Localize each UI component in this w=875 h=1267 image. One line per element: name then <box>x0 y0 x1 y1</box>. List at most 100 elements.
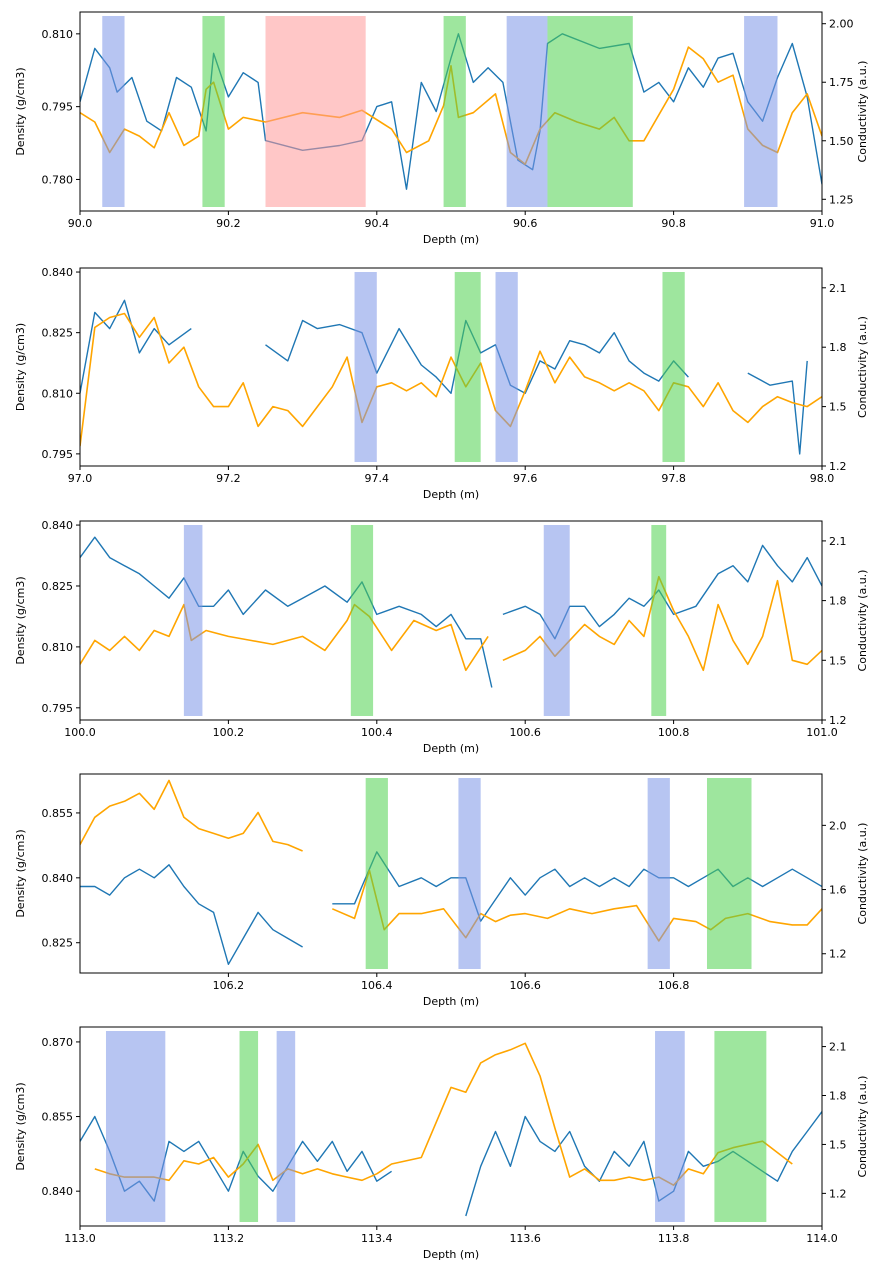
x-tick-label: 91.0 <box>810 217 835 230</box>
y-tick-label: 0.780 <box>42 173 74 186</box>
x-tick-label: 100.8 <box>658 726 690 739</box>
plot-frame <box>79 773 823 974</box>
y2-tick-label: 1.25 <box>829 193 854 206</box>
y-tick-label: 0.825 <box>42 937 74 950</box>
plot-area <box>80 525 822 716</box>
y2-tick-label: 2.1 <box>829 535 847 548</box>
conductivity-line <box>94 1042 793 1186</box>
y2-tick-label: 1.75 <box>829 76 854 89</box>
green-band <box>443 16 466 207</box>
y-tick-label: 0.795 <box>42 702 74 715</box>
y2-axis-label: Conductivity (a.u.) <box>856 823 869 925</box>
y-tick-label: 0.810 <box>42 387 74 400</box>
y2-tick-label: 2.0 <box>829 819 847 832</box>
y2-tick-label: 1.5 <box>829 654 847 667</box>
blue-band <box>105 1031 166 1222</box>
y-tick-label: 0.825 <box>42 580 74 593</box>
x-tick-label: 90.8 <box>661 217 686 230</box>
y-axis-label: Density (g/cm3) <box>14 1082 27 1170</box>
blue-band <box>543 525 570 716</box>
y-tick-label: 0.840 <box>42 872 74 885</box>
blue-band <box>183 525 203 716</box>
y2-tick-label: 2.1 <box>829 282 847 295</box>
x-tick-label: 100.2 <box>213 726 245 739</box>
y2-tick-label: 1.8 <box>829 1090 847 1103</box>
x-tick-label: 106.8 <box>658 979 690 992</box>
green-band <box>350 525 374 716</box>
blue-band <box>495 272 518 462</box>
y2-tick-label: 1.2 <box>829 714 847 727</box>
green-band <box>547 16 633 207</box>
x-axis-label: Depth (m) <box>423 742 479 755</box>
y2-tick-label: 1.6 <box>829 884 847 897</box>
y-axis-label: Density (g/cm3) <box>14 576 27 664</box>
y-tick-label: 0.825 <box>42 327 74 340</box>
blue-band <box>655 1031 685 1222</box>
plot-frame <box>79 1026 823 1227</box>
x-axis-label: Depth (m) <box>423 233 479 246</box>
green-band <box>714 1031 767 1222</box>
y2-tick-label: 1.5 <box>829 401 847 414</box>
x-axis-label: Depth (m) <box>423 1248 479 1261</box>
plot-frame <box>79 267 823 467</box>
green-band <box>365 778 388 969</box>
plot-area <box>80 778 822 969</box>
y-tick-label: 0.840 <box>42 266 74 279</box>
chart-panel-5: 113.0 113.2 113.4 113.6 113.8 114.0 0.840 0.855… <box>14 1026 869 1261</box>
x-tick-label: 100.4 <box>361 726 393 739</box>
x-tick-label: 98.0 <box>810 472 835 485</box>
x-tick-label: 100.6 <box>509 726 541 739</box>
x-tick-label: 97.2 <box>216 472 241 485</box>
y2-tick-label: 2.1 <box>829 1041 847 1054</box>
chart-panel-1: 90.0 90.2 90.4 90.6 90.8 91.0 0.780 0.795 0.810 1… <box>14 11 869 246</box>
blue-band <box>458 778 481 969</box>
blue-band <box>647 778 670 969</box>
plot-area <box>80 272 822 462</box>
x-tick-label: 113.6 <box>509 1232 541 1245</box>
chart-panel-4: 106.2 106.4 106.6 106.8 0.825 0.840 0.855 1.2 1.… <box>14 773 869 1008</box>
plot-area <box>80 16 822 207</box>
y-axis-label: Density (g/cm3) <box>14 829 27 917</box>
plot-frame <box>79 520 823 721</box>
x-tick-label: 114.0 <box>806 1232 838 1245</box>
x-tick-label: 106.2 <box>213 979 245 992</box>
chart-panel-3: 100.0 100.2 100.4 100.6 100.8 101.0 0.795 0.810… <box>14 519 869 755</box>
y-tick-label: 0.855 <box>42 807 74 820</box>
y2-tick-label: 2.00 <box>829 18 854 31</box>
y2-tick-label: 1.50 <box>829 135 854 148</box>
y-tick-label: 0.870 <box>42 1036 74 1049</box>
y-tick-label: 0.840 <box>42 519 74 532</box>
x-tick-label: 113.2 <box>213 1232 245 1245</box>
green-band <box>202 16 225 207</box>
x-axis-label: Depth (m) <box>423 488 479 501</box>
y-axis-label: Density (g/cm3) <box>14 323 27 411</box>
chart-panel-2: 97.0 97.2 97.4 97.6 97.8 98.0 0.795 0.810 0.825 0… <box>14 266 869 501</box>
plot-frame <box>79 11 823 212</box>
x-tick-label: 97.6 <box>513 472 538 485</box>
plot-area <box>80 1031 822 1222</box>
y2-tick-label: 1.2 <box>829 948 847 961</box>
y2-tick-label: 1.2 <box>829 1187 847 1200</box>
y2-tick-label: 1.8 <box>829 341 847 354</box>
x-axis-label: Depth (m) <box>423 995 479 1008</box>
x-tick-label: 113.4 <box>361 1232 393 1245</box>
green-band <box>662 272 685 462</box>
green-band <box>706 778 752 969</box>
conductivity-line <box>80 312 822 447</box>
y-tick-label: 0.840 <box>42 1185 74 1198</box>
y2-tick-label: 1.8 <box>829 595 847 608</box>
x-tick-label: 113.0 <box>64 1232 96 1245</box>
x-tick-label: 90.4 <box>365 217 390 230</box>
x-tick-label: 113.8 <box>658 1232 690 1245</box>
x-tick-label: 90.2 <box>216 217 241 230</box>
y-tick-label: 0.795 <box>42 448 74 461</box>
y-axis-label: Density (g/cm3) <box>14 67 27 155</box>
y2-axis-label: Conductivity (a.u.) <box>856 316 869 418</box>
blue-band <box>354 272 377 462</box>
red-band <box>265 16 366 207</box>
x-tick-label: 100.0 <box>64 726 96 739</box>
y-tick-label: 0.810 <box>42 28 74 41</box>
y2-tick-label: 1.2 <box>829 460 847 473</box>
green-band <box>454 272 481 462</box>
